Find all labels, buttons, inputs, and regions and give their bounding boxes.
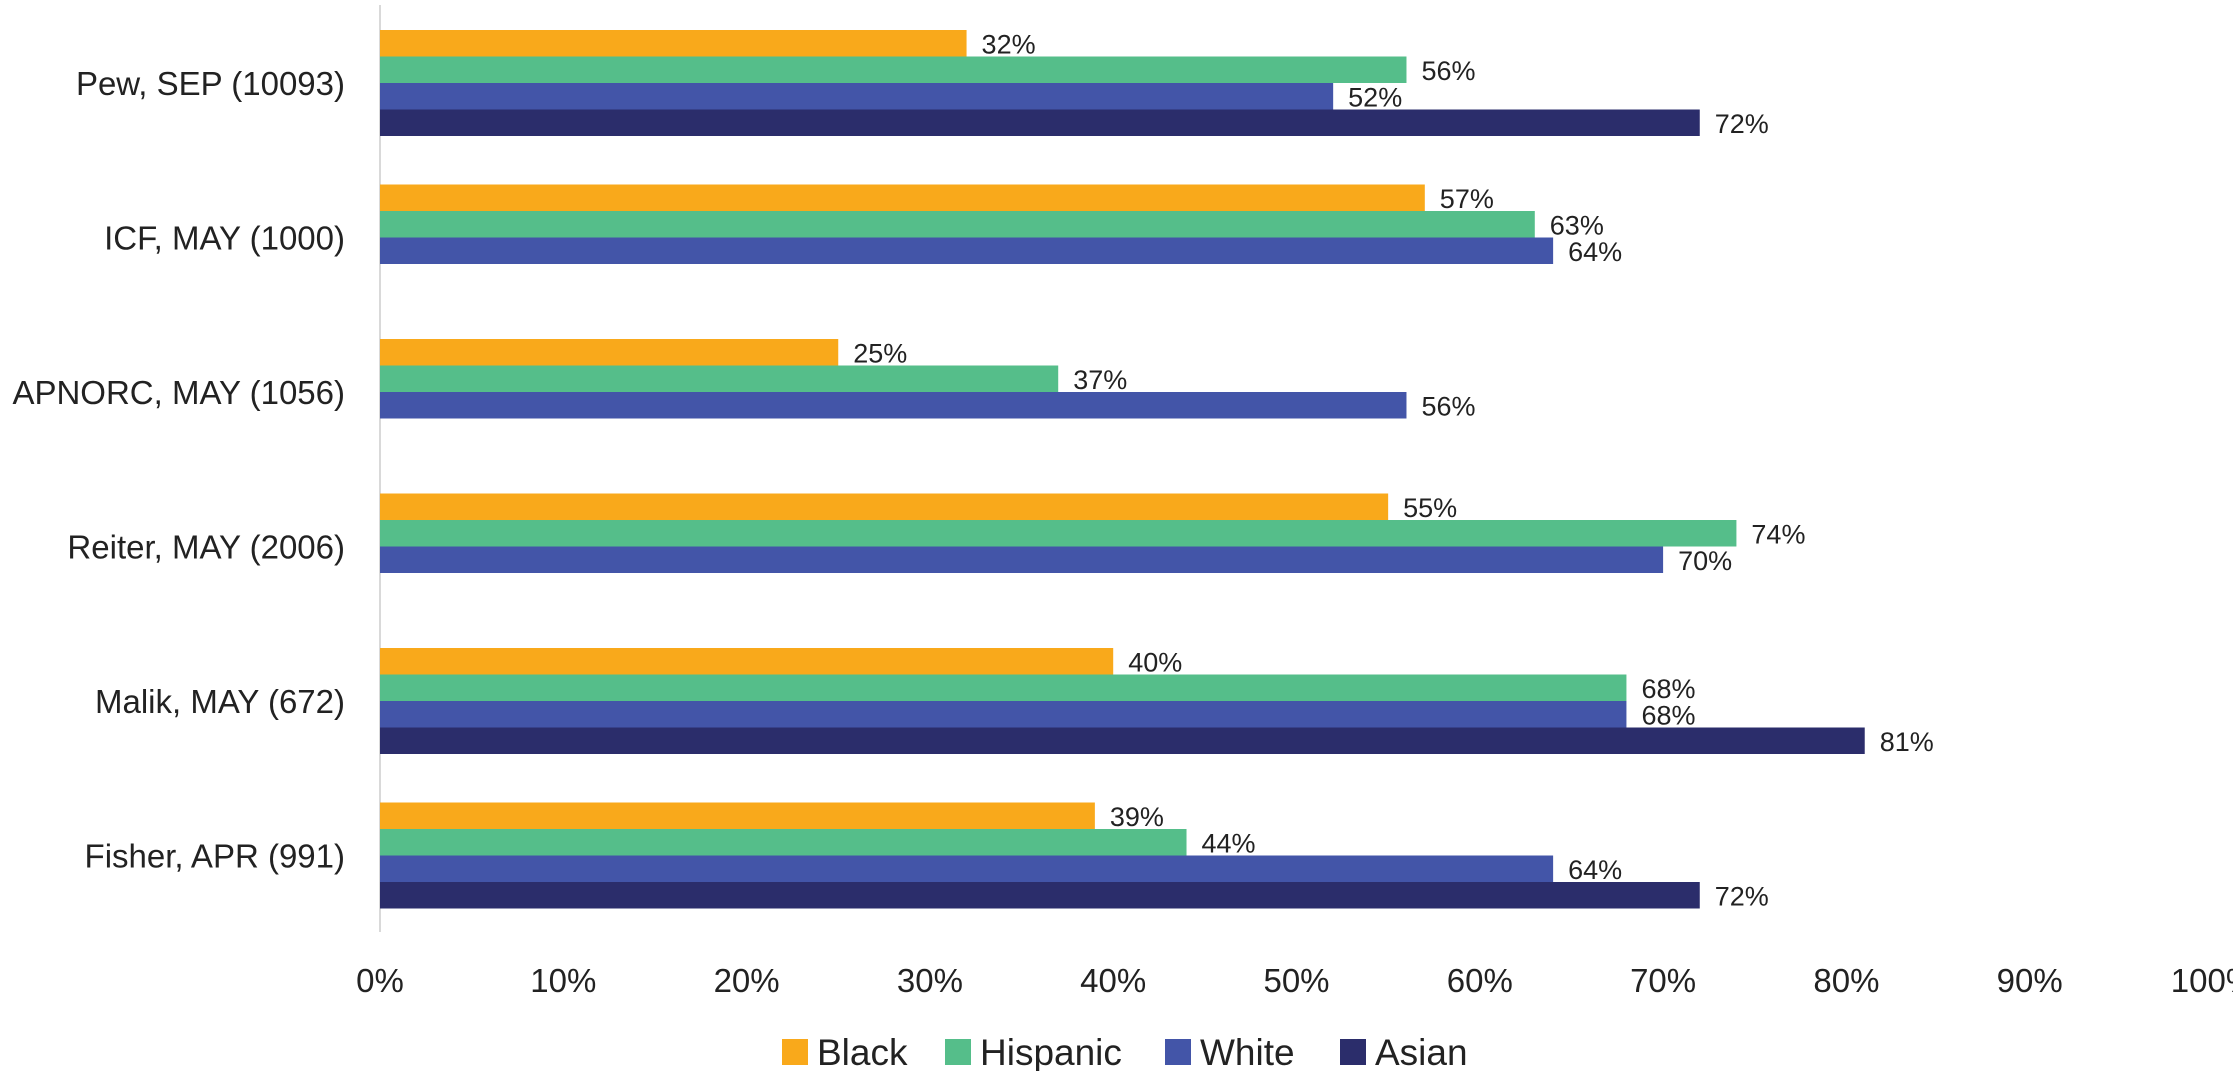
legend-label: Black <box>817 1032 908 1071</box>
legend-swatch-black <box>782 1039 808 1065</box>
category-label: Pew, SEP (10093) <box>76 65 345 102</box>
x-tick-label: 80% <box>1813 962 1879 999</box>
data-label: 37% <box>1073 365 1127 395</box>
category-label: Reiter, MAY (2006) <box>67 529 345 566</box>
bar-hispanic <box>380 211 1535 238</box>
data-label: 40% <box>1128 647 1182 677</box>
x-tick-label: 100% <box>2171 962 2233 999</box>
x-tick-label: 20% <box>714 962 780 999</box>
bar-hispanic <box>380 365 1059 392</box>
legend-swatch-hispanic <box>945 1039 971 1065</box>
bar-hispanic <box>380 56 1407 83</box>
category-label: ICF, MAY (1000) <box>104 220 345 257</box>
bar-white <box>380 237 1554 264</box>
bar-black <box>380 339 839 366</box>
data-label: 64% <box>1568 237 1622 267</box>
bar-asian <box>380 882 1700 909</box>
bar-black <box>380 802 1095 829</box>
data-label: 74% <box>1751 519 1805 549</box>
category-label: Malik, MAY (672) <box>95 683 345 720</box>
x-tick-label: 0% <box>356 962 404 999</box>
x-tick-label: 90% <box>1997 962 2063 999</box>
data-label: 68% <box>1641 700 1695 730</box>
data-label: 70% <box>1678 546 1732 576</box>
legend-swatch-white <box>1165 1039 1191 1065</box>
bar-white <box>380 83 1334 110</box>
bar-white <box>380 855 1554 882</box>
bar-black <box>380 30 967 57</box>
x-tick-label: 60% <box>1447 962 1513 999</box>
x-tick-label: 50% <box>1263 962 1329 999</box>
data-label: 44% <box>1202 828 1256 858</box>
legend: Black Hispanic White Asian <box>782 1032 1468 1071</box>
bar-white <box>380 701 1627 728</box>
data-label: 72% <box>1715 881 1769 911</box>
legend-label: Hispanic <box>980 1032 1122 1071</box>
data-label: 57% <box>1440 184 1494 214</box>
legend-label: White <box>1200 1032 1295 1071</box>
data-label: 81% <box>1880 727 1934 757</box>
bar-white <box>380 392 1407 419</box>
bars <box>380 30 1865 909</box>
data-label: 72% <box>1715 109 1769 139</box>
data-label: 52% <box>1348 82 1402 112</box>
category-label: APNORC, MAY (1056) <box>12 374 345 411</box>
category-labels: Pew, SEP (10093) ICF, MAY (1000) APNORC, M… <box>12 65 345 875</box>
data-label: 64% <box>1568 855 1622 885</box>
data-label: 63% <box>1550 210 1604 240</box>
x-axis-ticks: 0% 10% 20% 30% 40% 50% 60% 70% 80% 90% 100% <box>356 962 2233 999</box>
legend-label: Asian <box>1375 1032 1468 1071</box>
data-label: 56% <box>1421 56 1475 86</box>
category-label: Fisher, APR (991) <box>85 838 345 875</box>
data-label: 68% <box>1641 674 1695 704</box>
bar-black <box>380 648 1114 675</box>
data-label: 39% <box>1110 802 1164 832</box>
bar-white <box>380 546 1664 573</box>
bar-asian <box>380 109 1700 136</box>
x-tick-label: 30% <box>897 962 963 999</box>
data-label: 32% <box>982 29 1036 59</box>
data-label: 56% <box>1421 391 1475 421</box>
data-label: 25% <box>853 338 907 368</box>
legend-swatch-asian <box>1340 1039 1366 1065</box>
bar-hispanic <box>380 829 1187 856</box>
bar-black <box>380 184 1425 211</box>
data-label: 55% <box>1403 493 1457 523</box>
bar-hispanic <box>380 520 1737 547</box>
x-tick-label: 70% <box>1630 962 1696 999</box>
bar-black <box>380 493 1389 520</box>
x-tick-label: 40% <box>1080 962 1146 999</box>
data-labels: 32%56%52%72%57%63%64%25%37%56%55%74%70%4… <box>853 29 1934 911</box>
bar-asian <box>380 727 1865 754</box>
bar-hispanic <box>380 674 1627 701</box>
x-tick-label: 10% <box>530 962 596 999</box>
